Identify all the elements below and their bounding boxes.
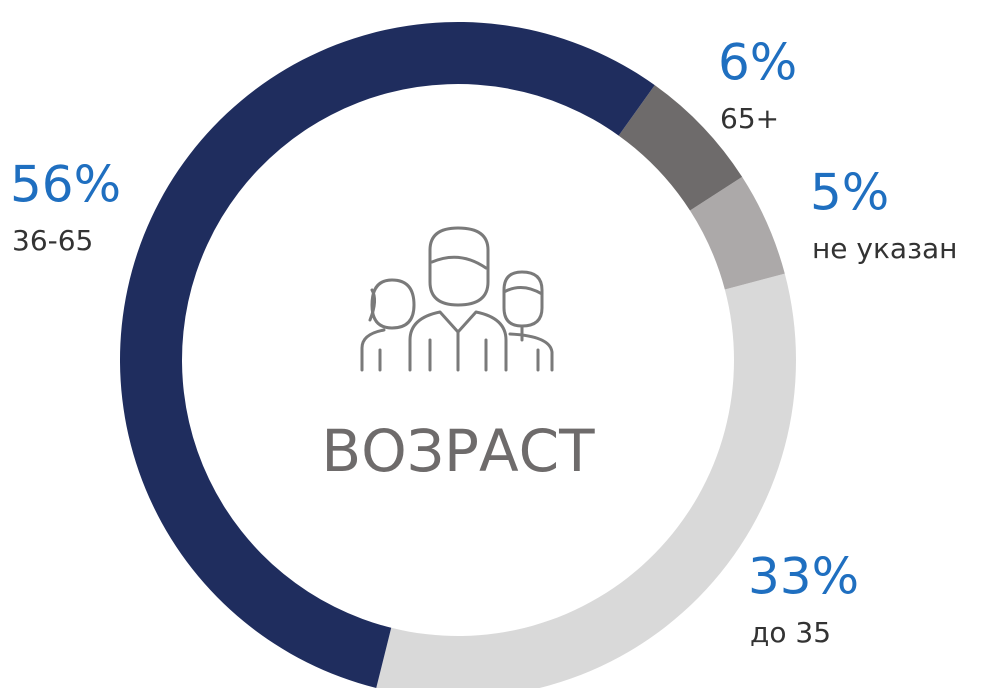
donut-segment xyxy=(689,176,785,290)
category-label: 65+ xyxy=(720,102,779,135)
category-label: до 35 xyxy=(750,616,831,649)
value-label: 6% xyxy=(718,34,797,92)
donut-segment xyxy=(618,85,743,211)
value-label: 33% xyxy=(748,548,859,606)
donut-segment xyxy=(120,22,655,688)
people-icon xyxy=(360,226,554,372)
category-label: 36-65 xyxy=(12,224,93,257)
category-label: не указан xyxy=(812,232,957,265)
donut-segment xyxy=(376,273,796,688)
chart-title: ВОЗРАСТ xyxy=(321,417,595,485)
value-label: 5% xyxy=(810,164,889,222)
value-label: 56% xyxy=(10,156,121,214)
